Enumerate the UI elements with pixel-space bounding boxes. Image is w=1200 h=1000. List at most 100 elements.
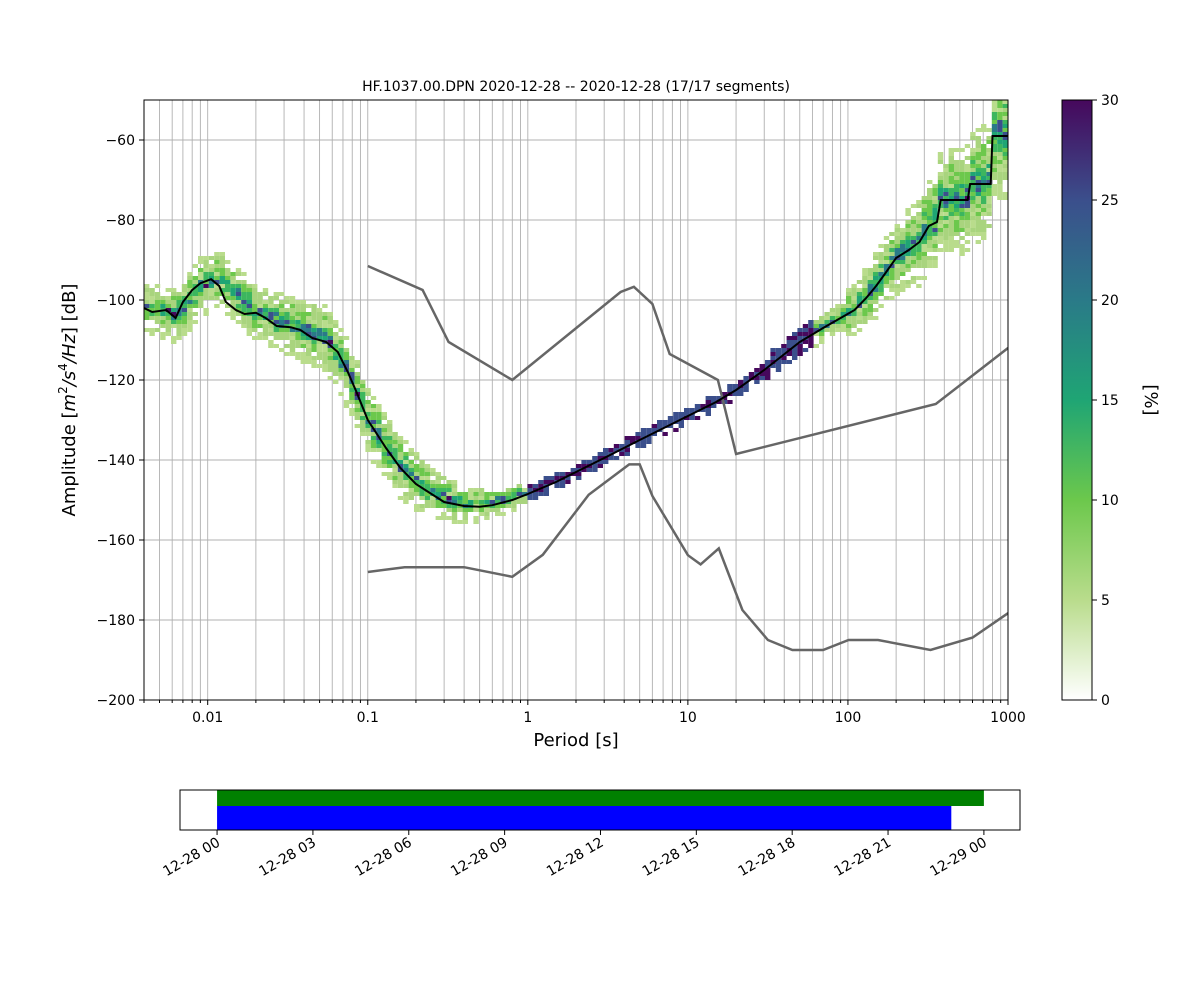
heatmap-cell: [856, 308, 863, 312]
heatmap-cell: [252, 320, 258, 324]
heatmap-cell: [322, 364, 328, 368]
heatmap-cell: [991, 120, 998, 124]
heatmap-cell: [716, 400, 722, 404]
heatmap-cell: [349, 360, 355, 364]
heatmap-cell: [792, 336, 798, 340]
heatmap-cell: [203, 260, 209, 264]
heatmap-cell: [867, 296, 873, 300]
heatmap-cell: [835, 308, 841, 312]
heatmap-cell: [867, 300, 873, 304]
low-noise-model-curve: [367, 463, 1008, 652]
heatmap-cell: [268, 304, 274, 308]
heatmap-cell: [376, 444, 382, 448]
heatmap-cell: [970, 188, 976, 192]
heatmap-cell: [365, 440, 371, 444]
heatmap-cell: [349, 356, 355, 360]
heatmap-cell: [214, 264, 220, 268]
heatmap-cell: [500, 492, 506, 496]
heatmap-cell: [365, 400, 371, 404]
heatmap-cell: [284, 328, 290, 332]
heatmap-cell: [149, 300, 155, 304]
heatmap-cell: [959, 236, 965, 240]
heatmap-cell: [948, 164, 954, 168]
heatmap-cell: [927, 260, 933, 264]
heatmap-cell: [630, 436, 636, 440]
heatmap-cell: [786, 340, 792, 344]
heatmap-cell: [171, 304, 177, 308]
heatmap-cell: [954, 184, 960, 188]
heatmap-cell: [997, 156, 1003, 160]
heatmap-cell: [986, 156, 992, 160]
heatmap-cell: [927, 208, 933, 212]
heatmap-cell: [997, 120, 1003, 124]
heatmap-cell: [333, 324, 339, 328]
heatmap-cell: [279, 328, 285, 332]
heatmap-cell: [624, 440, 630, 444]
heatmap-cell: [873, 268, 879, 272]
heatmap-cell: [268, 316, 274, 320]
heatmap-cell: [262, 320, 269, 324]
heatmap-cell: [619, 452, 625, 456]
heatmap-cell: [214, 260, 220, 264]
heatmap-cell: [424, 500, 431, 504]
heatmap-cell: [775, 360, 782, 364]
heatmap-cell: [235, 304, 242, 308]
heatmap-cell: [954, 180, 960, 184]
heatmap-cell: [873, 252, 879, 256]
heatmap-cell: [365, 432, 371, 436]
heatmap-cell: [981, 168, 987, 172]
heatmap-cell: [937, 180, 944, 184]
heatmap-cell: [392, 440, 398, 444]
heatmap-cell: [187, 284, 193, 288]
heatmap-cell: [916, 260, 922, 264]
heatmap-cell: [354, 408, 360, 412]
heatmap-cell: [970, 136, 976, 140]
heatmap-cell: [991, 112, 998, 116]
heatmap-cell: [586, 468, 593, 472]
heatmap-cell: [495, 508, 501, 512]
heatmap-cell: [203, 288, 209, 292]
heatmap-cell: [905, 244, 911, 248]
heatmap-cell: [927, 220, 933, 224]
heatmap-cell: [862, 312, 868, 316]
heatmap-cell: [484, 512, 490, 516]
heatmap-cell: [333, 352, 339, 356]
colorbar-tick-label: 5: [1101, 593, 1110, 609]
heatmap-cell: [392, 432, 398, 436]
heatmap-cell: [273, 320, 279, 324]
heatmap-cell: [327, 340, 333, 344]
heatmap-cell: [408, 496, 414, 500]
heatmap-cell: [192, 280, 198, 284]
heatmap-cell: [181, 292, 188, 296]
heatmap-cell: [991, 132, 998, 136]
heatmap-cell: [937, 224, 944, 228]
heatmap-cell: [289, 316, 296, 320]
heatmap-cell: [403, 496, 409, 500]
heatmap-cell: [624, 436, 630, 440]
heatmap-cell: [246, 332, 252, 336]
heatmap-cell: [165, 288, 171, 292]
heatmap-cell: [365, 412, 371, 416]
heatmap-cell: [284, 316, 290, 320]
heatmap-cell: [365, 428, 371, 432]
heatmap-cell: [154, 284, 161, 288]
heatmap-cell: [300, 340, 306, 344]
heatmap-cell: [813, 332, 819, 336]
heatmap-cell: [559, 472, 566, 476]
heatmap-cell: [279, 320, 285, 324]
heatmap-cell: [354, 412, 360, 416]
heatmap-cell: [230, 272, 236, 276]
heatmap-cell: [711, 396, 717, 400]
heatmap-cell: [257, 320, 263, 324]
heatmap-cell: [851, 320, 857, 324]
heatmap-cell: [333, 332, 339, 336]
heatmap-cell: [900, 288, 906, 292]
heatmap-cell: [781, 348, 787, 352]
heatmap-cell: [910, 224, 917, 228]
heatmap-cell: [959, 220, 965, 224]
heatmap-cell: [333, 368, 339, 372]
heatmap-cell: [397, 456, 404, 460]
heatmap-cell: [981, 228, 987, 232]
heatmap-cell: [500, 512, 506, 516]
heatmap-cell: [743, 388, 749, 392]
